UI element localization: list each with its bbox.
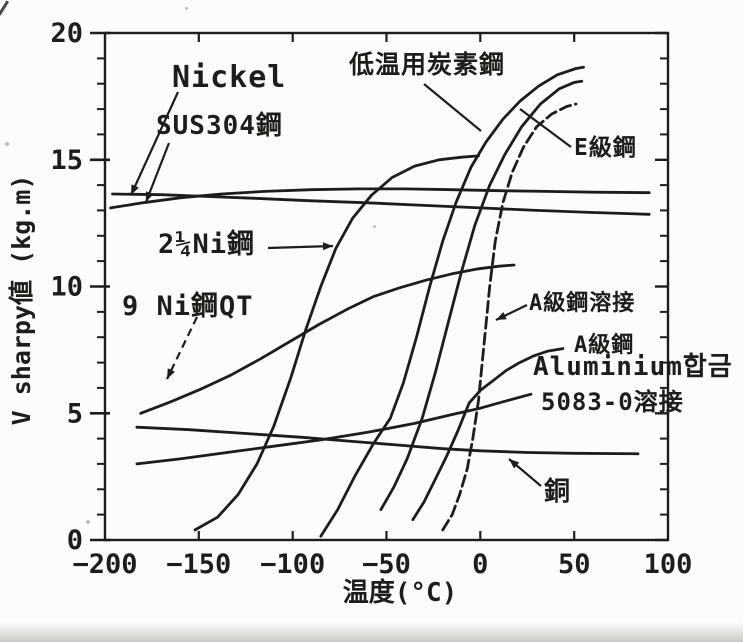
series-label-a-grade-steel-weld: A級鋼溶接 — [529, 291, 636, 316]
scan-speck — [86, 520, 90, 524]
series-sus304 — [109, 187, 651, 210]
series-ni-9-qt — [139, 263, 516, 415]
y-tick-label: 10 — [50, 272, 83, 303]
series-al-5083-weld — [135, 392, 533, 466]
y-tick-label: 15 — [50, 145, 83, 176]
series-label-sus304: SUS304鋼 — [156, 111, 283, 141]
x-tick-label: −50 — [362, 549, 411, 580]
x-tick-label: −150 — [166, 549, 231, 580]
leader-e-grade — [519, 108, 572, 148]
leader-arrowhead-sus304 — [145, 191, 154, 202]
y-axis-title: V sharpy値 (kg.m) — [7, 175, 36, 426]
series-label-9-ni-steel-qt: 9 Ni鋼QT — [122, 291, 254, 322]
leader-arrowhead-ni-2-25 — [322, 242, 333, 251]
series-label-e-grade-steel: E級鋼 — [574, 135, 637, 161]
x-tick-label: 0 — [472, 549, 488, 580]
leader-ni-9-qt — [166, 316, 198, 380]
x-tick-label: 100 — [644, 549, 693, 580]
y-tick-label: 20 — [50, 18, 83, 49]
scan-speck — [185, 7, 188, 10]
series-copper — [135, 425, 640, 456]
leader-arrowhead-a-grade-weld — [496, 312, 507, 320]
series-label-nickel: Nickel — [172, 60, 287, 95]
scan-speck — [373, 225, 376, 228]
leader-arrowhead-ni-9-qt — [167, 368, 175, 379]
leader-arrowhead-copper — [509, 459, 520, 469]
leader-nickel — [129, 91, 180, 196]
series-a-grade — [411, 347, 565, 522]
leader-sus304 — [144, 142, 171, 203]
x-tick-label: 50 — [558, 549, 591, 580]
y-tick-label: 5 — [67, 398, 83, 429]
series-label-a-grade-steel: A級鋼 — [574, 333, 635, 358]
series-label-aluminium-alloy: Aluminium합금 — [533, 352, 733, 382]
series-carbon-steel — [319, 65, 585, 538]
x-axis-title: 温度(°C) — [343, 577, 458, 608]
y-tick-label: 0 — [67, 525, 83, 556]
x-tick-label: −100 — [260, 549, 325, 580]
leader-ni-2-25 — [267, 244, 334, 250]
plot-border — [103, 31, 670, 542]
series-label-2-25-ni-steel: 2¼Ni鋼 — [158, 229, 256, 260]
leader-arrowhead-nickel — [131, 184, 139, 195]
scan-speck — [5, 142, 9, 146]
scan-shadow-bottom — [0, 622, 743, 642]
series-label-low-temp-carbon-steel: 低温用炭素鋼 — [349, 50, 506, 79]
leader-carbon-steel — [423, 83, 482, 132]
series-a-grade-weld — [441, 102, 578, 532]
series-label-5083-0-weld: 5083-0溶接 — [541, 388, 684, 416]
x-tick-label: −200 — [72, 549, 137, 580]
series-label-copper: 銅 — [544, 477, 572, 507]
series-ni-2-25 — [193, 154, 480, 532]
